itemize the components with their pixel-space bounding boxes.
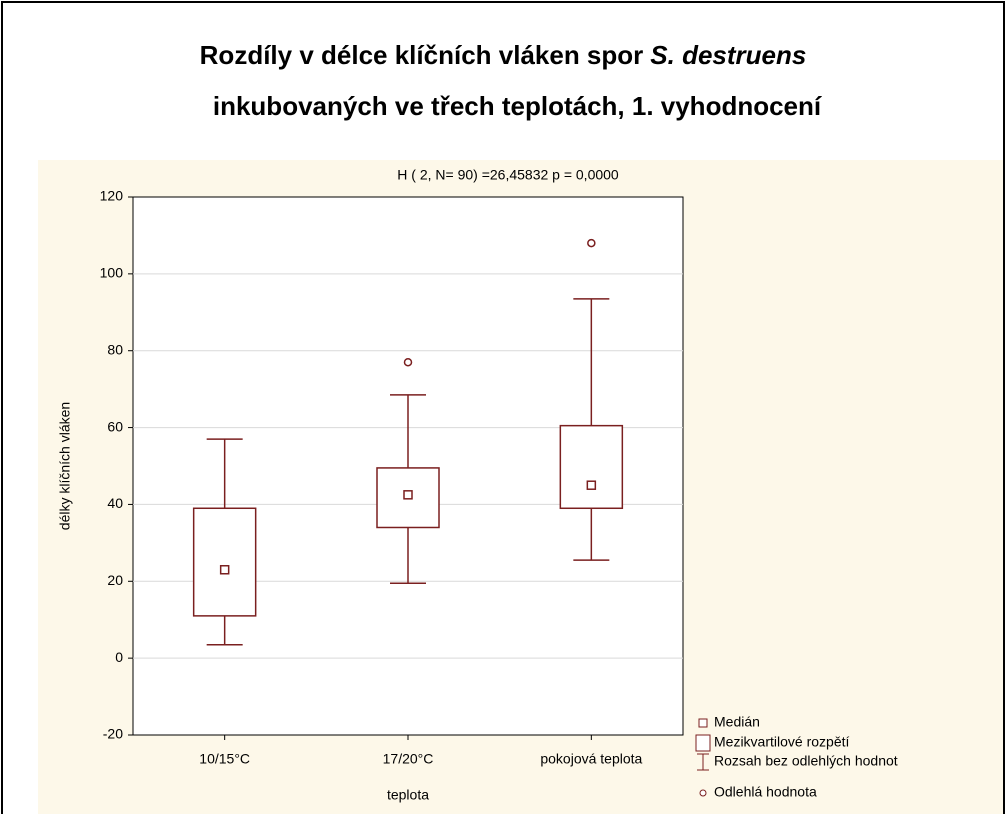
x-tick-label: 10/15°C bbox=[199, 751, 250, 767]
legend-label: Mezikvartilové rozpětí bbox=[714, 734, 849, 750]
legend-symbol bbox=[699, 789, 707, 797]
legend-symbol bbox=[697, 753, 709, 771]
legend-label: Medián bbox=[714, 714, 760, 730]
box bbox=[559, 424, 624, 510]
outlier bbox=[403, 357, 413, 367]
y-tick-label: 20 bbox=[107, 572, 123, 588]
y-tick-label: 40 bbox=[107, 495, 123, 511]
x-axis-label: teplota bbox=[387, 787, 429, 803]
legend-symbol bbox=[695, 734, 711, 752]
y-tick-label: 120 bbox=[100, 188, 124, 204]
chart-title: inkubovaných ve třech teplotách, 1. vyho… bbox=[213, 91, 822, 121]
y-tick-label: -20 bbox=[103, 726, 123, 742]
legend-label: Rozsah bez odlehlých hodnot bbox=[714, 753, 898, 769]
y-tick-label: 60 bbox=[107, 418, 123, 434]
y-tick-label: 80 bbox=[107, 341, 123, 357]
title-part: Rozdíly v délce klíčních vláken spor bbox=[200, 40, 644, 70]
title-part: S. destruens bbox=[650, 40, 806, 70]
legend-label: Odlehlá hodnota bbox=[714, 784, 817, 800]
y-axis-label: délky klíčních vláken bbox=[57, 402, 73, 530]
legend-symbol bbox=[698, 718, 708, 728]
y-tick-label: 0 bbox=[115, 649, 123, 665]
chart-title: Rozdíly v délce klíčních vláken spor S. d… bbox=[200, 40, 807, 70]
median bbox=[219, 565, 230, 575]
outlier bbox=[587, 238, 596, 248]
x-tick-label: 17/20°C bbox=[383, 751, 434, 767]
y-tick-label: 100 bbox=[100, 265, 124, 281]
chart-subtitle: H ( 2, N= 90) =26,45832 p = 0,0000 bbox=[397, 167, 619, 183]
median bbox=[403, 490, 413, 500]
box bbox=[192, 507, 257, 617]
x-tick-label: pokojová teplota bbox=[540, 751, 642, 767]
median bbox=[586, 480, 597, 490]
